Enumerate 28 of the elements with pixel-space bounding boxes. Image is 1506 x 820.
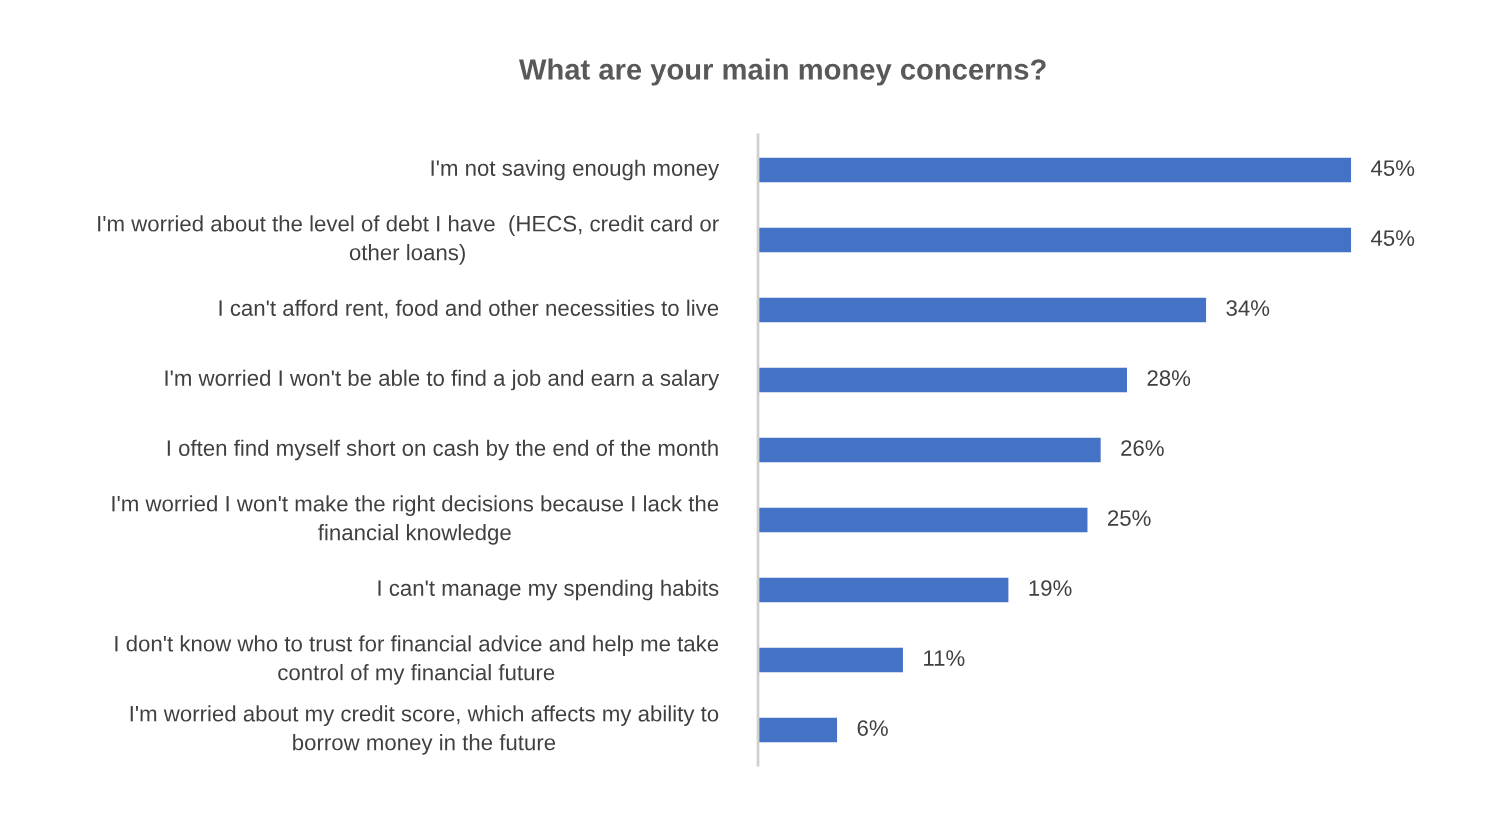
y-tick-label: I often find myself short on cash by the end of the month [167,439,718,461]
y-tick-label: I don't know who to trust for financial advice and help me take control of my financial future [115,635,719,685]
data-label: 45% [1371,160,1415,176]
data-label: 6% [857,720,888,736]
data-label: 26% [1121,440,1164,456]
y-tick-label: I'm worried about the level of debt I have (HECS, credit card or other loans) [98,215,719,265]
data-label: 25% [1108,510,1151,526]
bar [758,297,1207,323]
y-tick-label: I'm worried about my credit score, which affects my ability to borrow money in the future [130,705,719,755]
bar [758,647,903,673]
bar [758,577,1009,603]
y-tick-label: I can't afford rent, food and other necessities to live [219,299,719,319]
data-label: 11% [924,650,965,666]
data-label: 34% [1226,300,1270,316]
y-tick-label: I'm worried I won't make the right decisions because I lack the financial knowledge [112,495,719,545]
chart-title: What are your main money concerns? [518,58,1046,86]
bar [758,157,1352,183]
bar [758,507,1088,533]
y-tick-label: I'm not saving enough money [431,159,720,181]
bar [758,437,1101,463]
bar [758,227,1352,253]
data-label: 45% [1371,230,1415,246]
y-tick-label: I'm worried I won't be able to find a job and earn a salary [165,369,720,391]
bar [758,367,1127,393]
data-label: 28% [1147,370,1191,386]
data-label: 19% [1029,580,1072,596]
y-tick-label: I can't manage my spending habits [378,579,719,601]
bar [758,717,838,743]
